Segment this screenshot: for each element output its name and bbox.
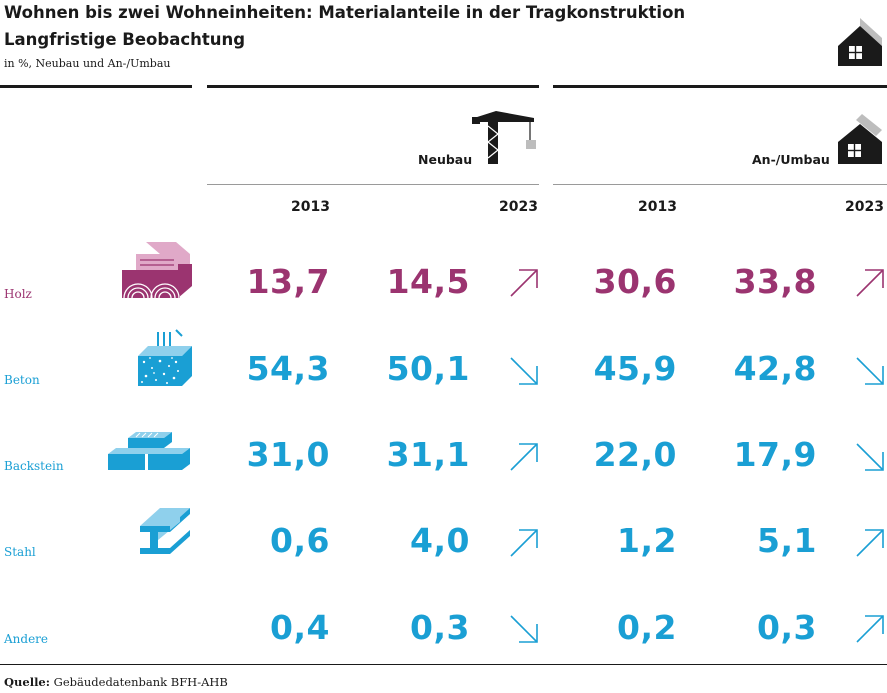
row-label-beton: Beton: [4, 373, 40, 387]
header-rule-umbau: [553, 85, 887, 88]
column-group-umbau: An-/Umbau: [752, 152, 830, 167]
header-rule-neubau: [207, 85, 539, 88]
row-label-andere: Andere: [4, 632, 49, 646]
concrete-icon: [138, 329, 192, 386]
value-stahl-neubau-2023: 4,0: [410, 521, 470, 560]
value-backstein-umbau-2013: 22,0: [593, 435, 677, 474]
trend-up-arrow-icon: [510, 269, 538, 297]
value-andere-umbau-2023: 0,3: [757, 608, 817, 647]
year-header-neubau-2013: 2013: [291, 199, 330, 215]
house-icon: [838, 18, 882, 66]
row-label-stahl: Stahl: [4, 545, 36, 559]
value-holz-umbau-2013: 30,6: [593, 262, 677, 301]
row-label-holz: Holz: [4, 287, 32, 301]
value-holz-neubau-2023: 14,5: [386, 262, 470, 301]
value-andere-neubau-2013: 0,4: [270, 608, 330, 647]
house-renovation-icon: [838, 114, 882, 164]
year-header-umbau-2023: 2023: [845, 199, 884, 215]
trend-down-arrow-icon: [510, 615, 538, 643]
subheader-rule-umbau: [553, 184, 887, 185]
source-note: Quelle: Gebäudedatenbank BFH-AHB: [4, 675, 228, 689]
trend-up-arrow-icon: [510, 529, 538, 557]
trend-down-arrow-icon: [510, 357, 538, 385]
trend-up-arrow-icon: [510, 443, 538, 471]
value-backstein-umbau-2023: 17,9: [733, 435, 817, 474]
value-beton-umbau-2023: 42,8: [733, 349, 817, 388]
year-header-neubau-2023: 2023: [499, 199, 538, 215]
value-backstein-neubau-2023: 31,1: [386, 435, 470, 474]
value-stahl-umbau-2013: 1,2: [617, 521, 677, 560]
value-beton-neubau-2023: 50,1: [386, 349, 470, 388]
brick-icon: [108, 432, 190, 470]
unit-note: in %, Neubau und An-/Umbau: [4, 57, 171, 70]
trend-down-arrow-icon: [856, 443, 884, 471]
source-text: Gebäudedatenbank BFH-AHB: [53, 675, 228, 689]
steel-beam-icon: [140, 508, 190, 554]
row-label-backstein: Backstein: [4, 459, 64, 473]
source-label: Quelle:: [4, 675, 50, 689]
column-group-neubau: Neubau: [418, 152, 473, 167]
value-holz-neubau-2013: 13,7: [246, 262, 330, 301]
wood-icon: [122, 242, 192, 299]
value-beton-neubau-2013: 54,3: [246, 349, 330, 388]
trend-up-arrow-icon: [856, 615, 884, 643]
trend-down-arrow-icon: [856, 357, 884, 385]
value-andere-umbau-2013: 0,2: [617, 608, 677, 647]
value-beton-umbau-2013: 45,9: [593, 349, 677, 388]
value-backstein-neubau-2013: 31,0: [246, 435, 330, 474]
footer-rule: [0, 664, 887, 665]
crane-icon: [472, 111, 536, 164]
chart-title: Wohnen bis zwei Wohneinheiten: Materiala…: [4, 3, 686, 22]
value-stahl-neubau-2013: 0,6: [270, 521, 330, 560]
trend-up-arrow-icon: [856, 529, 884, 557]
year-header-umbau-2013: 2013: [638, 199, 677, 215]
subheader-rule-neubau: [207, 184, 539, 185]
trend-up-arrow-icon: [856, 269, 884, 297]
value-stahl-umbau-2023: 5,1: [757, 521, 817, 560]
value-holz-umbau-2023: 33,8: [733, 262, 817, 301]
header-rule-labels: [0, 85, 192, 88]
chart-subtitle: Langfristige Beobachtung: [4, 30, 246, 49]
value-andere-neubau-2023: 0,3: [410, 608, 470, 647]
